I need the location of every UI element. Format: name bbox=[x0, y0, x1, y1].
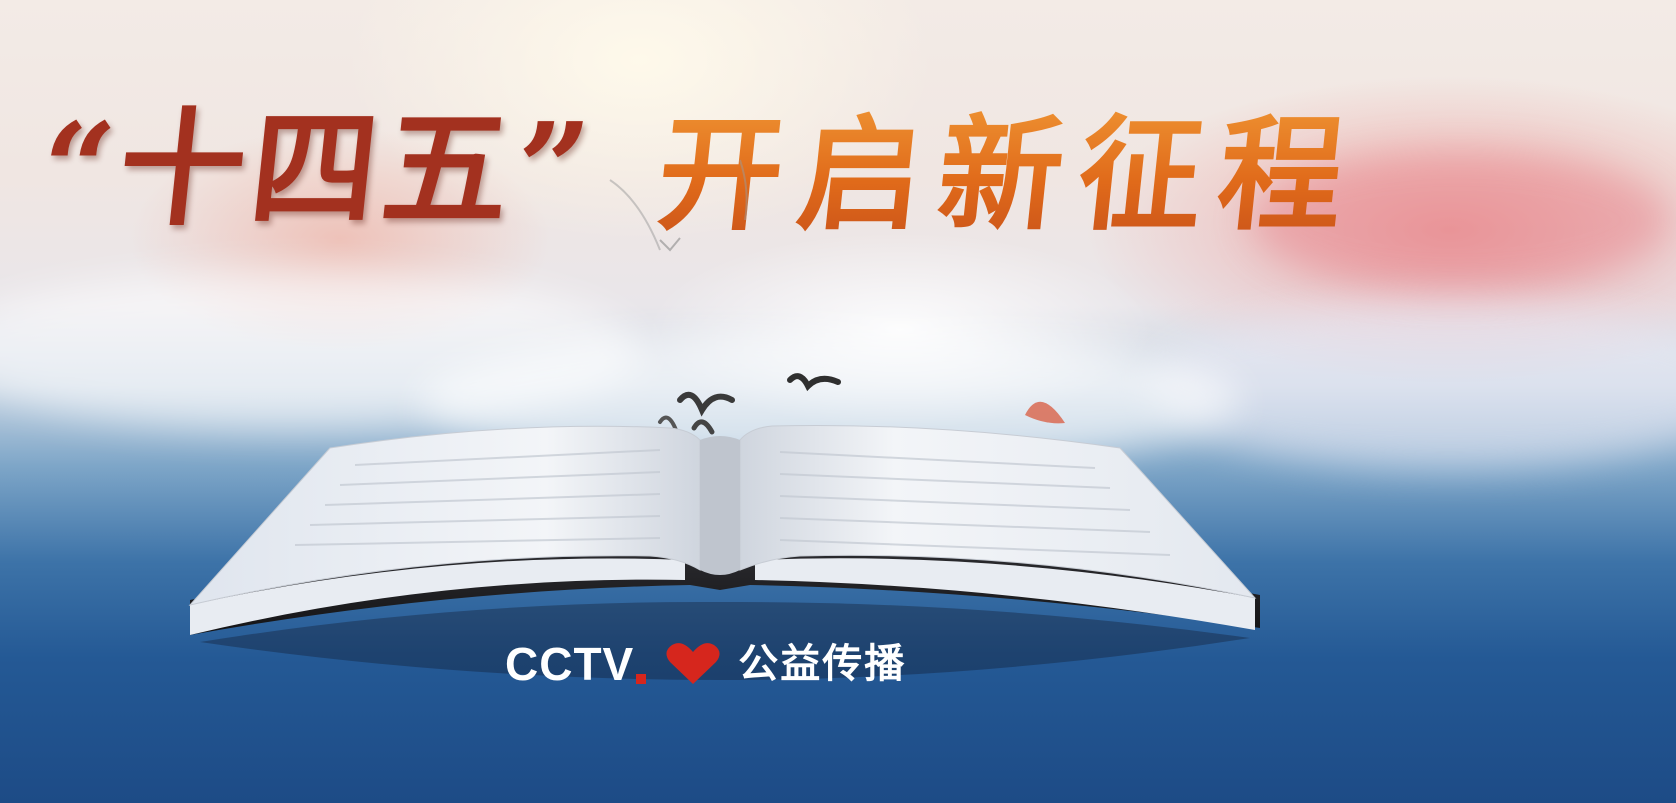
title-fourteenth-five-year: “十四五” bbox=[33, 95, 602, 243]
cloud-right bbox=[1150, 300, 1676, 470]
cctv-logo: CCTV bbox=[505, 638, 635, 690]
birds-icon bbox=[658, 373, 841, 435]
cloud-pink-right bbox=[1250, 150, 1670, 290]
cctv-logo-bar: CCTV 公益传播 bbox=[505, 636, 955, 692]
public-service-slogan: 公益传播 bbox=[738, 641, 907, 687]
red-leaf-icon bbox=[1025, 401, 1065, 424]
cctv-logo-dot bbox=[636, 674, 647, 684]
open-book-icon bbox=[188, 424, 1260, 680]
heart-icon bbox=[666, 643, 720, 684]
grass-strokes-icon bbox=[609, 159, 748, 252]
